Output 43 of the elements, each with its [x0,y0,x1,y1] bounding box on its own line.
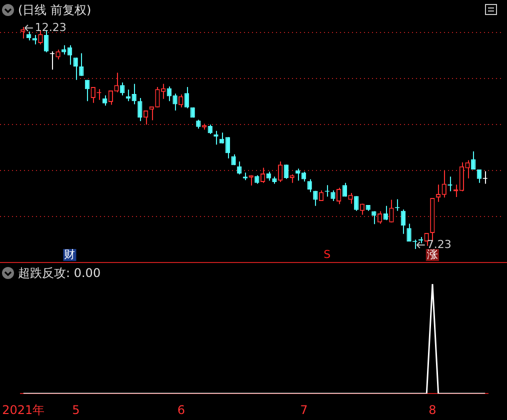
candlestick [406,223,412,242]
candlestick [184,86,190,109]
candlestick [56,49,60,60]
candlestick [471,150,476,170]
chart-title: (日线 前复权) [18,2,92,18]
annotation: 涨 [426,248,438,261]
candlestick [476,169,482,184]
candlestick [342,182,348,198]
candlestick [400,208,406,234]
candlestick [348,192,353,204]
candlestick [102,94,108,106]
candlestick [336,187,342,205]
candlestick [38,30,43,45]
candlestick [143,110,148,126]
candlestick [424,232,429,246]
annotation: S [324,248,331,261]
candlestick [284,164,289,180]
chart-title: 超跌反攻: 0.00 [18,264,101,282]
candlestick [32,34,37,45]
annotation: 财 [64,248,76,261]
candlestick [389,199,394,223]
annotation: 12.23 [34,20,66,34]
candlestick [44,30,49,53]
candlestick [237,161,242,175]
x-tick-label: 7 [300,402,308,417]
x-tick-label: 6 [177,402,186,417]
candlestick [377,210,382,224]
candlestick [79,52,84,76]
candlestick [313,190,318,206]
candlestick [260,167,266,184]
candlestick [372,210,376,225]
candlestick [73,57,78,80]
candlestick [354,196,359,212]
candlestick [307,178,312,193]
candlestick [138,98,142,122]
candlestick [330,190,336,202]
candlestick [20,26,26,40]
candlestick [120,82,125,96]
candlestick [278,161,283,182]
candlestick [90,86,96,104]
x-tick-label: 5 [72,402,80,417]
x-tick-label: 8 [428,402,436,417]
x-tick-label: 2021年 [2,402,45,417]
